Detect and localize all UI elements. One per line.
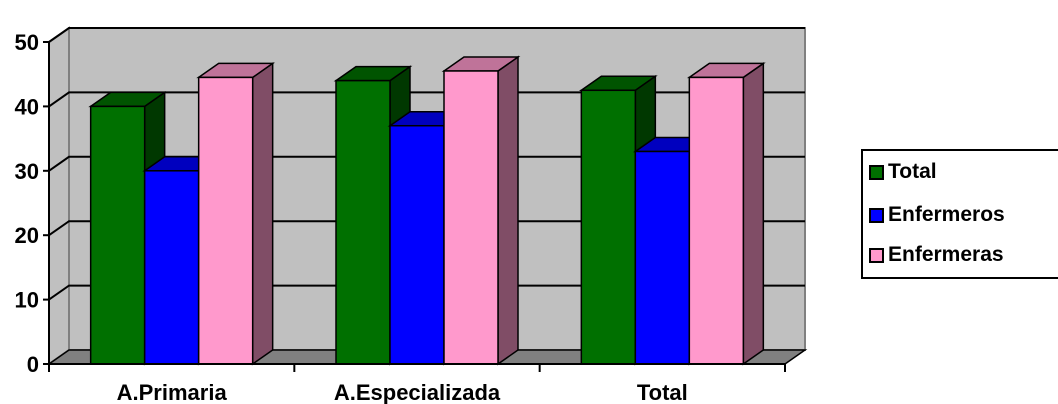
x-tick-label-a-especializada: A.Especializada	[334, 380, 501, 404]
legend-label-enfermeros: Enfermeros	[888, 203, 1005, 226]
bar-front	[634, 150, 691, 365]
gridline-40	[48, 91, 805, 108]
legend-label-enfermeras: Enfermeras	[888, 243, 1004, 266]
bar-enfermeras-total	[686, 61, 766, 366]
bar-front	[688, 76, 745, 365]
bar-front	[335, 79, 391, 365]
gridline-30	[48, 155, 805, 172]
bar-enfermeras-a-primaria	[196, 61, 276, 366]
bars	[88, 55, 766, 366]
y-tick-label-10: 10	[15, 288, 39, 313]
bar-front	[443, 70, 499, 365]
y-tick-label-50: 50	[15, 30, 39, 55]
bar-front	[197, 76, 254, 365]
gridline-50	[48, 27, 805, 43]
legend-swatch-total	[869, 164, 884, 180]
y-tick-label-0: 0	[27, 352, 39, 377]
y-tick-label-30: 30	[15, 159, 39, 184]
bar-enfermeras-a-especializada	[441, 55, 521, 366]
bar-front	[143, 170, 200, 365]
y-tick-label-20: 20	[15, 223, 39, 248]
gridline-10	[48, 284, 805, 301]
bar-front	[580, 89, 637, 365]
bar-side	[742, 61, 765, 366]
axes	[43, 41, 786, 372]
x-tick-label-a-primaria: A.Primaria	[117, 380, 228, 404]
y-tick-labels: 0 10 20 30 40 50	[15, 30, 39, 377]
y-tick-label-40: 40	[15, 94, 39, 119]
x-tick-label-total: Total	[637, 380, 688, 404]
legend-label-total: Total	[888, 160, 937, 183]
legend-item-enfermeros: Enfermeros	[869, 203, 1005, 227]
legend-item-enfermeras: Enfermeras	[869, 243, 1004, 267]
side-wall	[48, 26, 70, 366]
x-tick-labels: A.Primaria A.Especializada Total	[117, 380, 688, 404]
legend-swatch-enfermeros	[869, 207, 884, 223]
bar-side	[251, 61, 274, 366]
legend-item-total: Total	[869, 160, 937, 184]
gridline-20	[48, 220, 805, 237]
legend: Total Enfermeros Enfermeras	[861, 149, 1058, 279]
grid-lines	[48, 27, 805, 301]
bar-side	[497, 55, 519, 366]
bar-front	[389, 124, 445, 365]
legend-swatch-enfermeras	[869, 247, 884, 263]
bar-front	[89, 105, 146, 365]
